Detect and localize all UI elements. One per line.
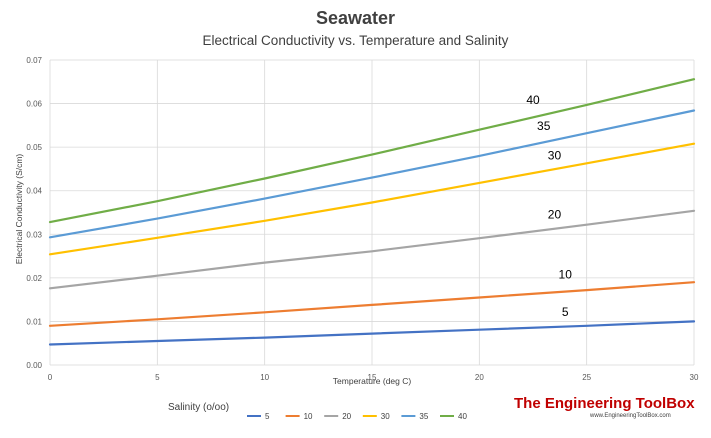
- legend-title: Salinity (o/oo): [168, 402, 229, 413]
- x-tick-label: 5: [155, 373, 160, 382]
- legend-item-10: 10: [285, 412, 313, 421]
- series-label-5: 5: [562, 305, 569, 319]
- legend-label: 40: [458, 412, 467, 421]
- legend-item-20: 20: [324, 412, 352, 421]
- y-tick-label: 0.01: [26, 317, 42, 326]
- branding-logo: The Engineering ToolBox www.EngineeringT…: [514, 395, 695, 419]
- series-label-30: 30: [548, 148, 562, 162]
- series-line-10: [48, 281, 696, 327]
- x-tick-label: 10: [260, 373, 269, 382]
- x-tick-label: 0: [48, 373, 53, 382]
- series-line-40: [48, 78, 696, 224]
- y-tick-label: 0.07: [26, 56, 42, 65]
- series-label-10: 10: [559, 268, 573, 282]
- y-tick-label: 0.06: [26, 100, 42, 109]
- series-line-30: [48, 142, 696, 256]
- legend-label: 10: [304, 412, 313, 421]
- x-tick-label: 15: [368, 373, 377, 382]
- grid-lines: [49, 59, 695, 366]
- series-line-5: [48, 320, 696, 346]
- legend-item-35: 35: [401, 412, 429, 421]
- x-axis-title: Temperature (deg C): [333, 376, 412, 386]
- x-tick-label: 30: [690, 373, 699, 382]
- series-label-35: 35: [537, 119, 551, 133]
- legend-label: 20: [342, 412, 351, 421]
- series-labels: 5 10 20 30 35 40: [526, 93, 572, 319]
- x-tick-label: 25: [582, 373, 591, 382]
- series-line-35: [48, 109, 696, 239]
- brand-url: www.EngineeringToolBox.com: [589, 413, 671, 419]
- y-tick-label: 0.02: [26, 274, 42, 283]
- y-tick-label: 0.03: [26, 230, 42, 239]
- brand-name: The Engineering ToolBox: [514, 395, 695, 412]
- legend: 5 10 20 30 35 40: [247, 412, 467, 421]
- y-tick-label: 0.04: [26, 187, 42, 196]
- series-label-40: 40: [526, 93, 540, 107]
- legend-label: 30: [381, 412, 390, 421]
- series-line-20: [48, 209, 696, 290]
- legend-item-40: 40: [440, 412, 467, 421]
- chart-title: Seawater: [316, 8, 395, 28]
- legend-label: 35: [419, 412, 428, 421]
- legend-item-5: 5: [247, 412, 270, 421]
- chart-subtitle: Electrical Conductivity vs. Temperature …: [203, 33, 509, 48]
- y-tick-label: 0.00: [26, 361, 42, 370]
- x-tick-label: 20: [475, 373, 484, 382]
- legend-label: 5: [265, 412, 270, 421]
- tick-labels: 0.00 0.01 0.02 0.03 0.04 0.05 0.06 0.07 0 5 10 15 20…: [26, 56, 699, 382]
- series-lines: [48, 78, 696, 346]
- series-label-20: 20: [548, 208, 562, 222]
- y-axis-title: Electrical Conductivity (S/cm): [14, 154, 24, 265]
- legend-item-30: 30: [362, 412, 390, 421]
- y-tick-label: 0.05: [26, 143, 42, 152]
